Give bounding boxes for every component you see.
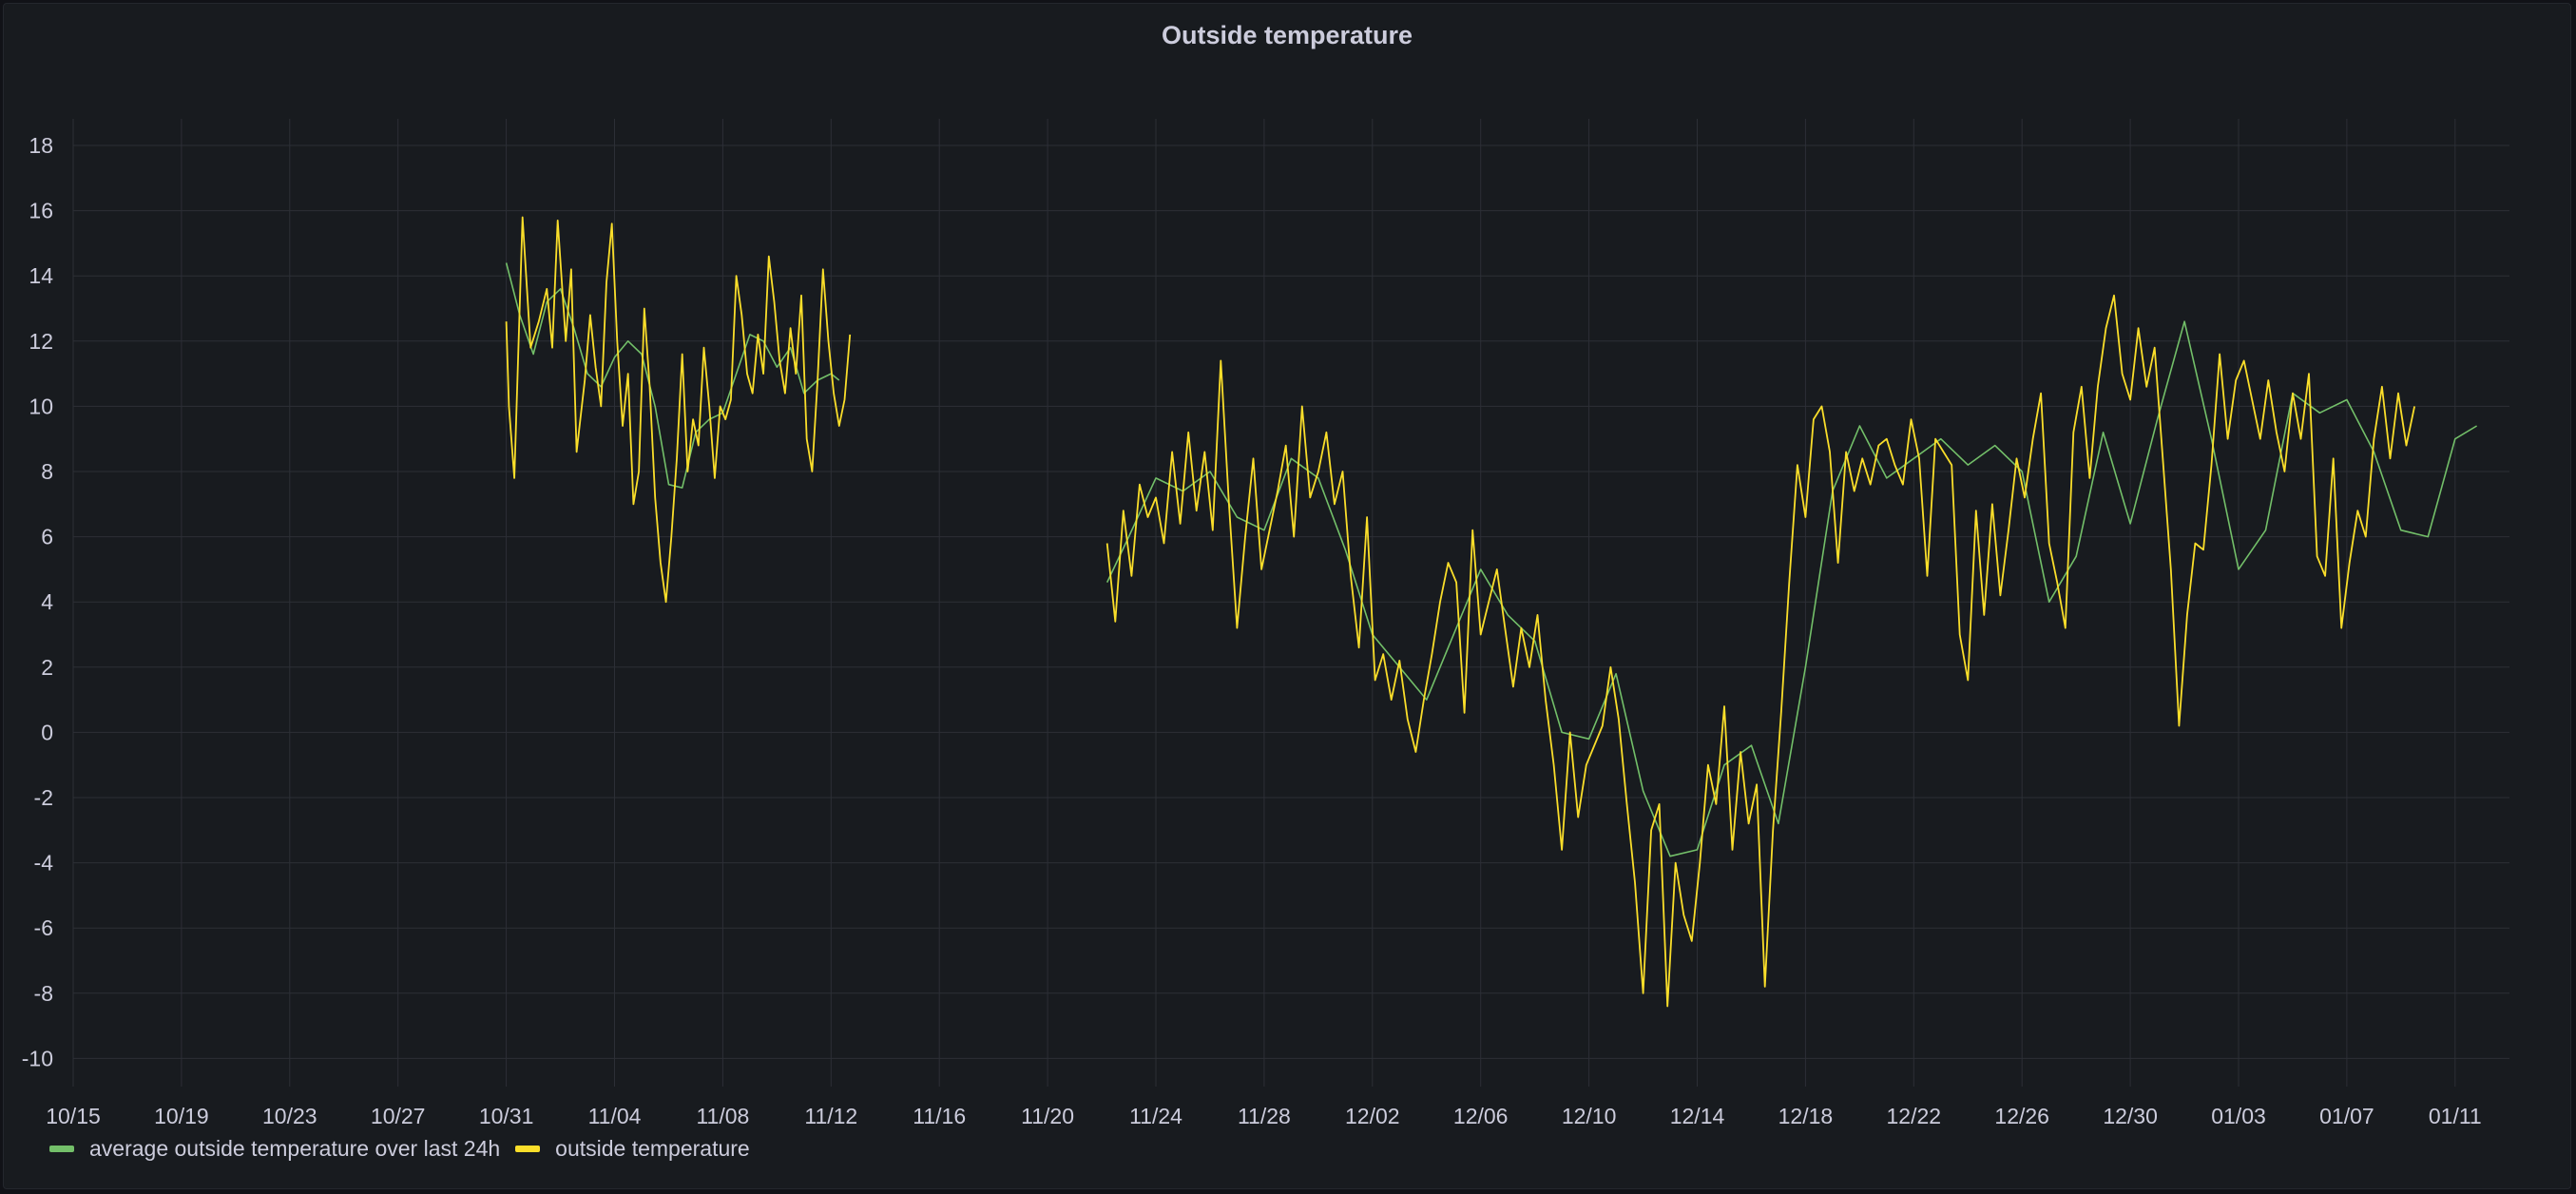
x-tick-label: 10/23 <box>262 1104 317 1128</box>
y-tick-label: 6 <box>41 525 53 549</box>
x-tick-label: 12/06 <box>1453 1104 1509 1128</box>
outside-temperature-line <box>1105 294 2415 1008</box>
y-tick-label: 4 <box>41 589 53 614</box>
x-tick-label: 01/03 <box>2211 1104 2266 1128</box>
x-tick-label: 11/04 <box>588 1104 642 1128</box>
y-tick-label: -4 <box>34 851 54 876</box>
x-tick-label: 12/14 <box>1670 1104 1725 1128</box>
legend-label-average: average outside temperature over last 24… <box>89 1136 501 1161</box>
x-tick-label: 12/10 <box>1562 1104 1617 1128</box>
y-tick-label: 18 <box>29 133 53 158</box>
x-tick-label: 01/07 <box>2319 1104 2374 1128</box>
grid <box>72 119 2509 1087</box>
y-tick-label: 8 <box>41 459 53 484</box>
series-lines <box>505 216 2478 1008</box>
x-tick-label: 11/28 <box>1238 1104 1291 1128</box>
x-axis-ticks: 10/15 10/19 10/23 10/27 10/31 11/04 11/08 11/12… <box>46 1104 2482 1128</box>
x-tick-label: 12/30 <box>2103 1104 2158 1128</box>
legend-swatch-outside <box>515 1146 541 1152</box>
x-tick-label: 01/11 <box>2429 1104 2482 1128</box>
x-tick-label: 11/24 <box>1129 1104 1182 1128</box>
x-tick-label: 10/27 <box>371 1104 426 1128</box>
x-tick-label: 12/18 <box>1778 1104 1834 1128</box>
x-tick-label: 11/08 <box>696 1104 749 1128</box>
legend: average outside temperature over last 24… <box>49 1136 765 1162</box>
legend-swatch-average <box>49 1146 74 1152</box>
x-tick-label: 11/20 <box>1021 1104 1074 1128</box>
legend-item-average[interactable]: average outside temperature over last 24… <box>49 1136 500 1162</box>
average-temperature-line <box>1105 320 2478 857</box>
y-axis-ticks: 18 16 14 12 10 8 6 4 2 0 -2 -4 -6 -8 -10 <box>22 133 53 1070</box>
x-tick-label: 10/15 <box>46 1104 101 1128</box>
legend-label-outside: outside temperature <box>555 1136 750 1161</box>
legend-item-outside[interactable]: outside temperature <box>515 1136 750 1162</box>
panel-title: Outside temperature <box>1161 21 1413 49</box>
x-tick-label: 10/31 <box>479 1104 534 1128</box>
x-tick-label: 12/22 <box>1887 1104 1942 1128</box>
x-tick-label: 12/02 <box>1345 1104 1400 1128</box>
y-tick-label: -10 <box>22 1046 53 1070</box>
y-tick-label: -6 <box>34 915 53 940</box>
y-tick-label: 12 <box>29 329 53 354</box>
y-tick-label: -2 <box>34 785 53 810</box>
x-tick-label: 11/16 <box>913 1104 966 1128</box>
x-tick-label: 12/26 <box>1994 1104 2049 1128</box>
x-tick-label: 10/19 <box>154 1104 209 1128</box>
y-tick-label: -8 <box>34 981 53 1006</box>
y-tick-label: 0 <box>41 720 53 744</box>
y-tick-label: 2 <box>41 655 53 680</box>
chart-panel: Outside temperature <box>3 3 2571 1189</box>
x-tick-label: 11/12 <box>804 1104 857 1128</box>
y-tick-label: 16 <box>29 199 53 223</box>
y-tick-label: 14 <box>29 263 53 288</box>
outside-temperature-line <box>505 216 852 604</box>
average-temperature-line <box>505 262 840 489</box>
y-tick-label: 10 <box>29 394 53 418</box>
